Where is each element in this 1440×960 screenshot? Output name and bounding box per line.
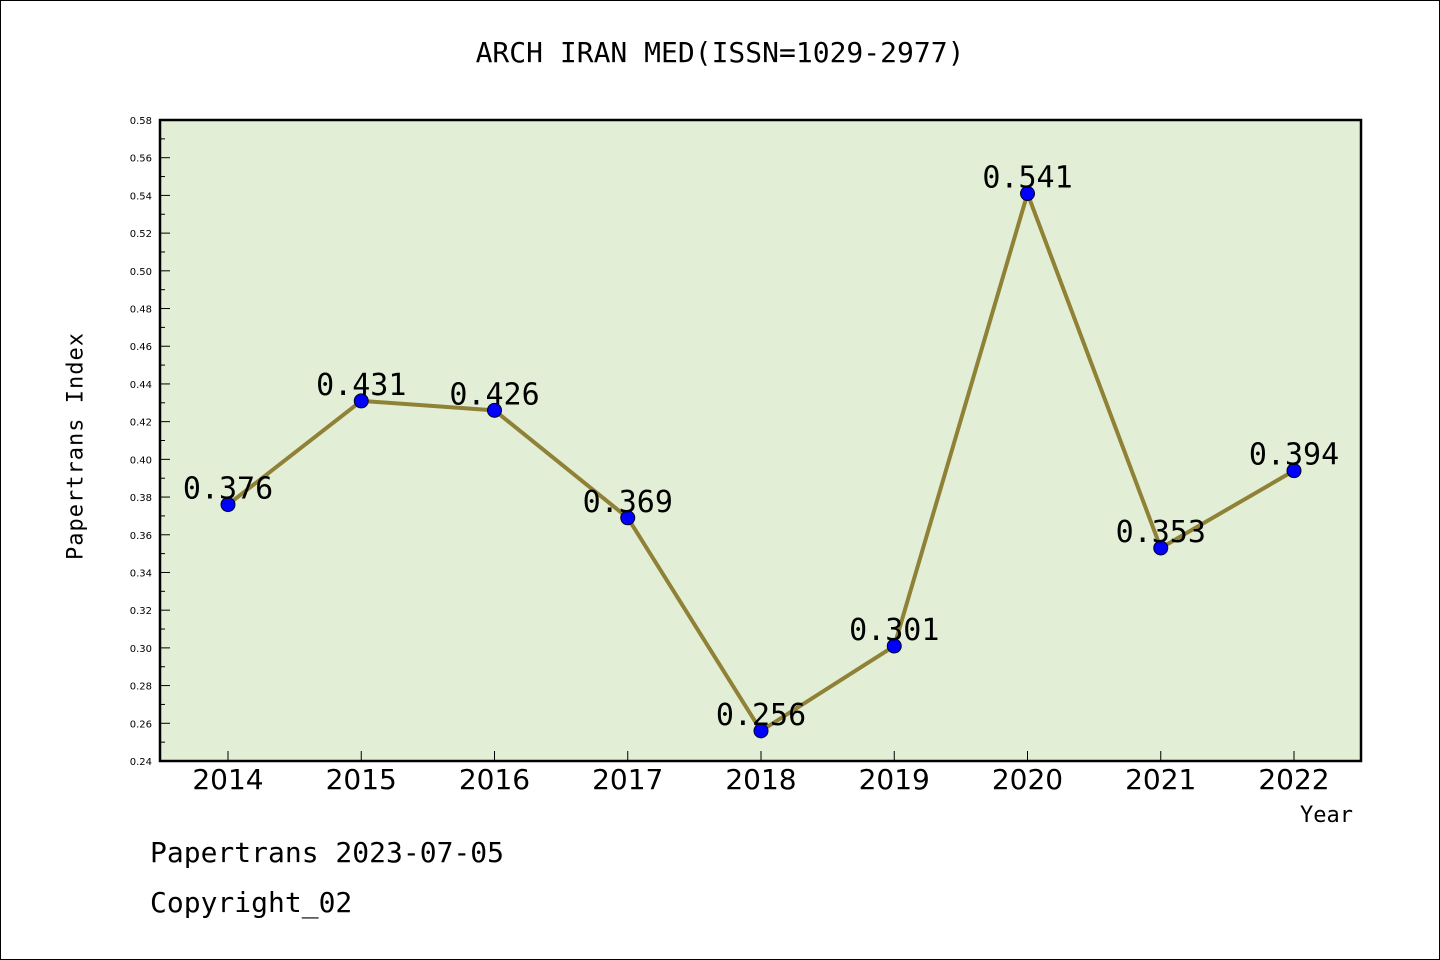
x-tick-label-2021: 2021	[1125, 763, 1196, 796]
x-tick-label-2022: 2022	[1258, 763, 1329, 796]
y-tick-label: 0.36	[130, 531, 152, 542]
y-tick-label: 0.34	[130, 568, 152, 579]
y-tick-label: 0.42	[130, 418, 152, 429]
x-tick-label-2015: 2015	[326, 763, 397, 796]
x-axis-title: Year	[1300, 803, 1353, 828]
plot-border	[158, 118, 1363, 763]
y-tick-label: 0.54	[130, 191, 152, 202]
y-tick-label: 0.28	[130, 682, 152, 693]
y-tick-label: 0.24	[130, 757, 152, 768]
y-tick-label: 0.32	[130, 606, 152, 617]
data-label-2021: 0.353	[1116, 515, 1206, 550]
data-label-2019: 0.301	[849, 613, 939, 648]
data-label-2017: 0.369	[583, 485, 673, 520]
data-point-2017	[620, 510, 636, 526]
data-point-2014	[220, 497, 236, 513]
x-tick-label-2020: 2020	[992, 763, 1063, 796]
data-point-2016	[487, 402, 502, 418]
data-label-2016: 0.426	[449, 377, 539, 412]
footer-date: Papertrans 2023-07-05	[150, 836, 505, 869]
data-label-2022: 0.394	[1249, 438, 1339, 473]
y-tick-label: 0.52	[130, 229, 152, 240]
data-label-2020: 0.541	[982, 161, 1072, 196]
data-point-2019	[886, 638, 902, 654]
data-point-2018	[753, 723, 769, 739]
x-tick-label-2017: 2017	[592, 763, 663, 796]
data-point-2021	[1153, 540, 1169, 556]
y-tick-label: 0.56	[130, 154, 152, 165]
y-tick-label: 0.58	[130, 116, 152, 127]
y-tick-label: 0.50	[130, 267, 152, 278]
footer-copyright: Copyright_02	[150, 886, 353, 919]
y-tick-label: 0.44	[130, 380, 152, 391]
data-label-2014: 0.376	[183, 472, 273, 507]
y-tick-label: 0.48	[130, 305, 152, 316]
x-tick-label-2018: 2018	[725, 763, 796, 796]
y-tick-label: 0.46	[130, 342, 152, 353]
y-tick-label: 0.26	[130, 719, 152, 730]
y-tick-label: 0.40	[130, 455, 152, 466]
data-label-2018: 0.256	[716, 698, 806, 733]
data-point-2020	[1020, 186, 1035, 202]
data-point-2022	[1286, 463, 1302, 479]
y-tick-label: 0.38	[130, 493, 152, 504]
chart-title: ARCH IRAN MED(ISSN=1029-2977)	[475, 36, 965, 69]
x-tick-label-2016: 2016	[459, 763, 530, 796]
plot-area	[160, 120, 1361, 761]
x-tick-label-2019: 2019	[859, 763, 930, 796]
y-tick-label: 0.30	[130, 644, 152, 655]
data-label-2015: 0.431	[316, 368, 406, 403]
data-point-2015	[353, 393, 369, 409]
x-tick-label-2014: 2014	[192, 763, 263, 796]
